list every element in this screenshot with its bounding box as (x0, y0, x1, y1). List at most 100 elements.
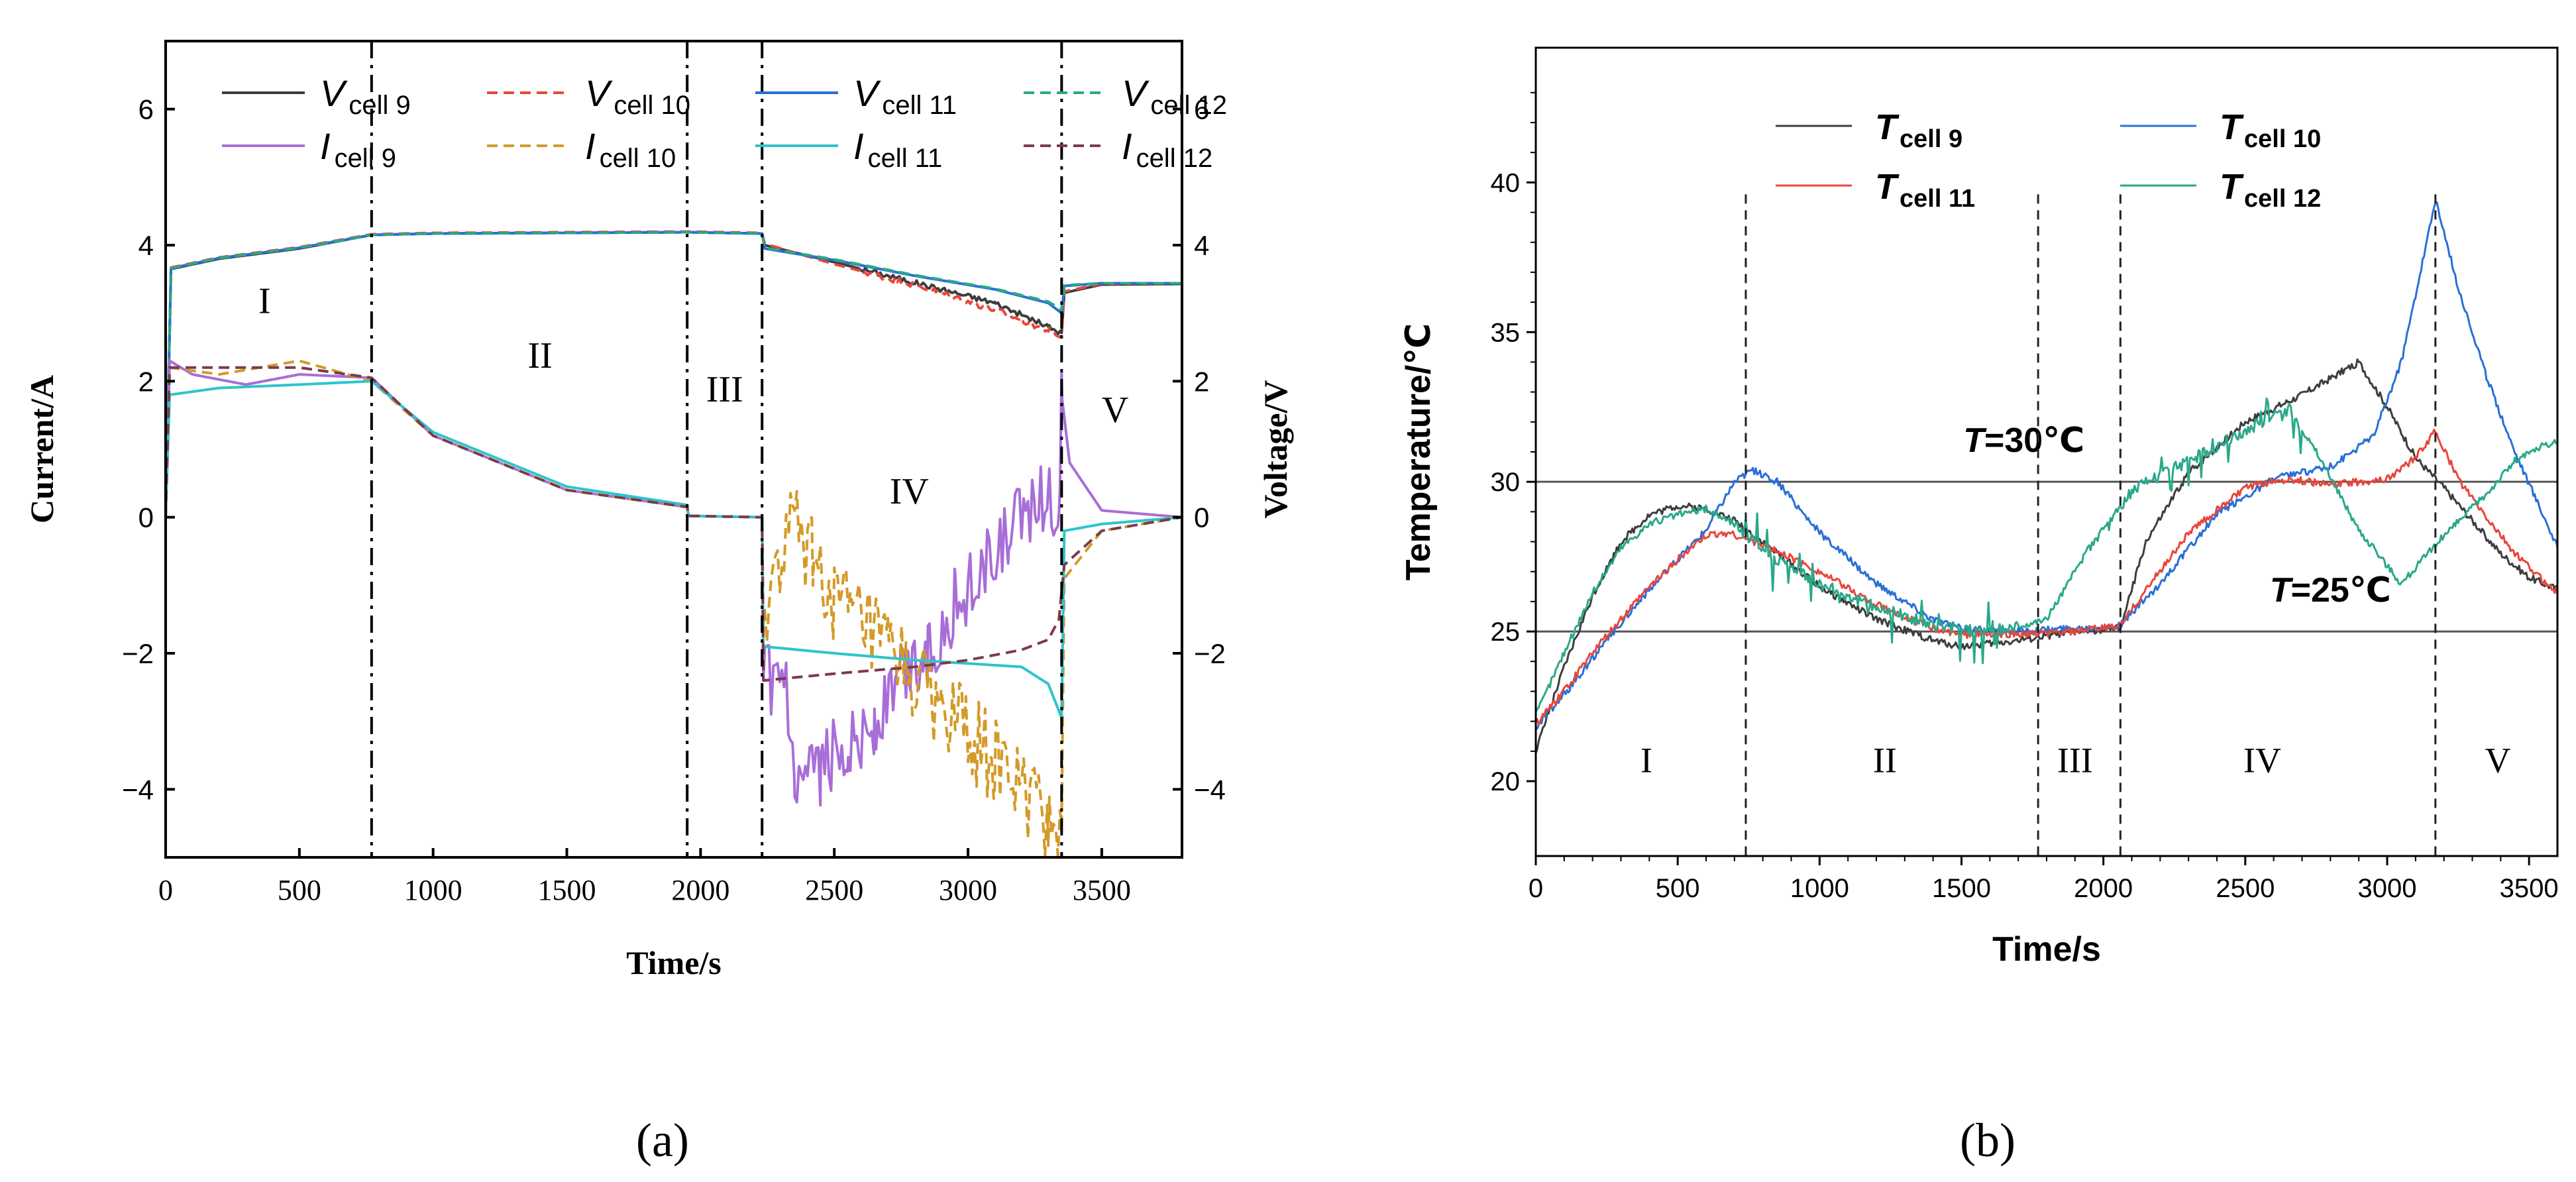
legend-subscript: cell 12 (2244, 185, 2321, 213)
panel-b-phase-label: IV (2243, 740, 2281, 780)
panel-b-phase-label: I (1640, 740, 1652, 780)
panel-b-phase-label: II (1873, 740, 1897, 780)
panel-a-caption: (a) (636, 1114, 689, 1167)
panel-b-y-tick-label: 40 (1491, 168, 1521, 197)
panel-b-x-tick-label: 500 (1656, 874, 1700, 903)
panel-a-phase-label: I (258, 281, 271, 322)
panel-a-x-tick-label: 0 (158, 874, 173, 906)
reference-symbol: T (2270, 571, 2294, 610)
panel-a-left-y-tick-label: 6 (138, 94, 154, 125)
legend-subscript: cell 11 (868, 144, 943, 173)
panel-b-y-tick-label: 20 (1491, 767, 1521, 796)
panel-a-x-tick-label: 1500 (538, 874, 596, 906)
legend-subscript: cell 12 (1150, 91, 1227, 120)
panel-a-series-line (164, 366, 1183, 682)
panel-a-phase-label: II (528, 335, 553, 376)
panel-b-y-tick-label: 25 (1491, 618, 1521, 647)
reference-symbol: T (1963, 421, 1987, 460)
legend-subscript: cell 9 (335, 144, 396, 173)
legend-symbol: T (2220, 167, 2244, 207)
legend-symbol: T (1875, 167, 1900, 207)
reference-value: =30℃ (1984, 421, 2084, 460)
legend-symbol: I (585, 125, 596, 167)
panel-b-x-tick-label: 1500 (1932, 874, 1991, 903)
panel-a-left-y-tick-label: 0 (138, 502, 154, 533)
panel-a-right-y-tick-label: 4 (1194, 230, 1209, 261)
legend-symbol: I (1122, 125, 1132, 167)
panel-b-chart: T=30℃T=25℃ I II III IV V 0 500 1000 1500 2000 250… (1399, 46, 2559, 969)
panel-b-series-line (1534, 397, 2558, 713)
panel-b-y-tick-label: 35 (1491, 318, 1521, 347)
panel-b-series-line (1534, 429, 2559, 725)
legend-subscript: cell 9 (349, 91, 410, 120)
legend-symbol: V (320, 72, 348, 114)
panel-b-phase-label: III (2057, 740, 2093, 780)
panel-b-x-axis-label: Time/s (1992, 930, 2101, 969)
panel-a-x-tick-label: 500 (278, 874, 321, 906)
panel-b-reference-label: T=30℃ (1963, 421, 2084, 460)
panel-b-x-tick-label: 1000 (1790, 874, 1849, 903)
panel-b-x-tick-label: 2500 (2216, 874, 2275, 903)
legend-symbol: I (853, 125, 864, 167)
panel-a-series-line (164, 231, 1182, 517)
legend-symbol: T (2220, 107, 2244, 147)
panel-a-right-y-tick-label: −2 (1194, 638, 1226, 669)
panel-b-x-tick-label: 2000 (2074, 874, 2133, 903)
panel-a-x-tick-label: 3500 (1073, 874, 1131, 906)
panel-a-left-y-tick-label: −2 (122, 638, 154, 669)
legend-subscript: cell 10 (2244, 125, 2321, 153)
panel-b-phase-boundaries: I II III IV V (1640, 194, 2511, 856)
legend-subscript: cell 9 (1900, 125, 1962, 153)
legend-symbol: I (320, 125, 331, 167)
legend-subscript: cell 11 (882, 91, 957, 120)
legend-subscript: cell 11 (1900, 185, 1975, 213)
panel-b-reference-label: T=25℃ (2270, 571, 2391, 610)
panel-a-right-y-tick-label: 2 (1194, 366, 1209, 397)
panel-a-phase-label: V (1102, 390, 1128, 431)
legend-subscript: cell 10 (600, 144, 676, 173)
legend-symbol: V (853, 72, 881, 114)
panel-b-ticks: 0 500 1000 1500 2000 2500 3000 3500 20 25 30 35 40 (1491, 91, 2559, 903)
panel-a-right-y-tick-label: 6 (1194, 94, 1209, 125)
panel-a-right-y-axis-label: Voltage/V (1257, 380, 1294, 518)
legend-subscript: cell 10 (614, 91, 690, 120)
panel-b-x-tick-label: 3500 (2500, 874, 2559, 903)
reference-value: =25℃ (2291, 571, 2391, 610)
panel-a-left-y-tick-label: 4 (138, 230, 154, 261)
panel-b-x-tick-label: 0 (1529, 874, 1543, 903)
panel-a-left-y-axis-label: Current/A (23, 375, 60, 523)
panel-b-caption: (b) (1960, 1114, 2015, 1167)
legend-symbol: V (1122, 72, 1150, 114)
panel-a-x-tick-label: 3000 (939, 874, 997, 906)
panel-a-x-axis-label: Time/s (626, 944, 722, 981)
panel-a-left-y-tick-label: 2 (138, 366, 154, 397)
panel-a-ticks: 0 500 1000 1500 2000 2500 3000 3500 −4 −2 0 2 4 6 −4 −2… (122, 94, 1226, 906)
panel-a-left-y-tick-label: −4 (122, 774, 154, 805)
panel-a-plot-frame (164, 40, 1183, 859)
panel-a-series (164, 230, 1183, 858)
panel-a-x-tick-label: 2500 (805, 874, 863, 906)
legend-symbol: T (1875, 107, 1900, 147)
panel-a-phase-label: III (706, 369, 743, 410)
legend-subscript: cell 12 (1136, 144, 1213, 173)
legend-symbol: V (585, 72, 613, 114)
panel-a-right-y-tick-label: 0 (1194, 502, 1209, 533)
panel-b-phase-label: V (2485, 740, 2511, 780)
panel-a-right-y-tick-label: −4 (1194, 774, 1226, 805)
panel-b-y-axis-label: Temperature/℃ (1399, 323, 1438, 581)
panel-b-x-tick-label: 3000 (2358, 874, 2417, 903)
